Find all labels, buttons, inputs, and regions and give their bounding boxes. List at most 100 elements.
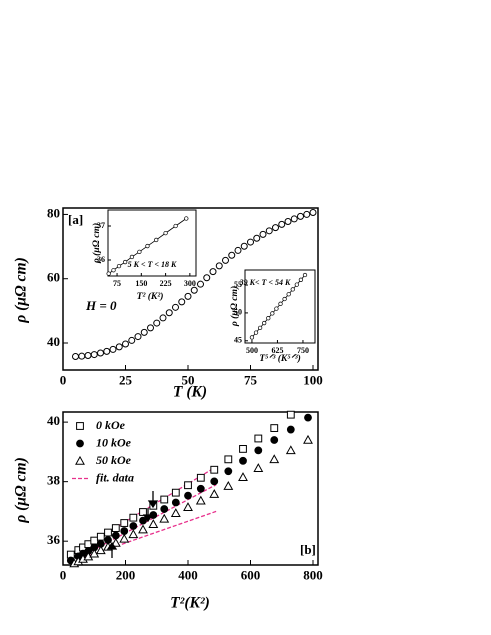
data-point xyxy=(253,463,264,473)
data-point xyxy=(228,251,236,259)
data-point xyxy=(239,456,247,465)
data-point xyxy=(222,256,229,264)
x-tick-label: 50 xyxy=(182,373,195,388)
y-tick-label: 36 xyxy=(47,532,61,547)
data-point xyxy=(89,548,100,558)
data-point xyxy=(163,230,168,236)
data-point xyxy=(238,472,248,481)
y-tick-label: 60 xyxy=(47,270,60,285)
data-point xyxy=(270,311,275,316)
x-tick-label: 750 xyxy=(297,346,309,355)
x-tick-label: 100 xyxy=(303,373,323,388)
data-point xyxy=(284,218,292,225)
x-tick-label: 225 xyxy=(160,279,172,288)
data-point xyxy=(254,434,263,443)
data-point xyxy=(97,349,104,357)
y-axis-label: ρ (μΩ cm) xyxy=(229,286,240,327)
data-point xyxy=(259,230,267,238)
data-point xyxy=(247,238,254,246)
data-point xyxy=(159,513,170,523)
annotation: 39 K< T < 54 K xyxy=(239,278,291,287)
data-point xyxy=(269,454,280,464)
annotation: H = 0 xyxy=(85,298,117,313)
data-point xyxy=(78,352,86,360)
x-tick-label: 625 xyxy=(271,346,283,355)
data-point xyxy=(239,445,247,453)
data-point xyxy=(171,498,180,507)
data-point xyxy=(270,424,279,432)
data-point xyxy=(160,495,169,504)
data-point xyxy=(224,467,233,476)
data-point xyxy=(139,516,147,525)
annotation: 5 K < T < 18 K xyxy=(128,260,177,269)
data-point xyxy=(270,436,279,444)
data-point xyxy=(266,316,271,321)
data-point xyxy=(274,306,279,311)
data-point xyxy=(120,519,129,527)
data-point xyxy=(109,345,117,353)
x-tick-label: 300 xyxy=(184,279,196,288)
axes-frame xyxy=(62,207,319,371)
data-point xyxy=(173,223,178,229)
data-point xyxy=(137,249,142,254)
axes-frame xyxy=(244,269,316,344)
axes-frame xyxy=(107,209,197,277)
data-point xyxy=(286,292,291,297)
data-point xyxy=(95,545,106,555)
x-tick-label: 25 xyxy=(119,373,133,388)
data-point xyxy=(203,274,211,282)
data-point xyxy=(129,513,138,522)
data-point xyxy=(153,319,161,327)
y-tick-label: 38 xyxy=(47,473,61,488)
data-point xyxy=(309,209,317,216)
data-point xyxy=(104,528,112,537)
x-tick-label: 200 xyxy=(116,568,136,583)
data-point xyxy=(183,502,193,512)
x-tick-label: 75 xyxy=(244,373,258,388)
arrows xyxy=(106,491,159,558)
data-point xyxy=(303,434,313,444)
data-point xyxy=(120,527,129,535)
data-point xyxy=(282,296,287,302)
data-point xyxy=(278,220,286,228)
data-point xyxy=(262,320,267,326)
data-point xyxy=(106,271,111,276)
data-point xyxy=(140,328,148,336)
y-tick-label: 40 xyxy=(47,413,60,428)
y-tick-label: 80 xyxy=(47,205,60,220)
legend-label: 0 kOe xyxy=(96,418,126,432)
data-point xyxy=(138,524,148,534)
x-tick-label: 600 xyxy=(241,568,261,583)
legend-marker xyxy=(75,455,85,465)
data-point xyxy=(154,237,159,243)
y-tick-label: 36 xyxy=(97,255,105,264)
data-point xyxy=(171,488,180,497)
data-point xyxy=(170,508,181,517)
y-tick-label: 37 xyxy=(97,221,105,230)
data-point xyxy=(139,508,147,516)
data-point xyxy=(178,298,186,306)
data-point xyxy=(90,351,98,359)
data-point xyxy=(272,224,279,232)
data-point xyxy=(224,455,233,464)
x-tick-label: 800 xyxy=(303,568,323,583)
y-axis-label: ρ (μΩ cm) xyxy=(13,457,30,524)
data-point xyxy=(159,314,167,322)
data-point xyxy=(122,340,129,348)
x-axis-label: T² (K²) xyxy=(137,291,164,302)
data-point xyxy=(285,445,296,455)
data-point xyxy=(147,324,154,332)
legend-marker xyxy=(76,439,84,448)
data-point xyxy=(196,484,205,493)
x-axis-label: T²(K²) xyxy=(170,595,210,612)
data-point xyxy=(119,533,130,543)
legend-label: fit. data xyxy=(96,470,134,484)
data-point xyxy=(303,210,311,218)
axes-frame xyxy=(62,411,319,566)
legend-label: 50 kOe xyxy=(96,453,132,467)
data-point xyxy=(302,272,308,278)
x-tick-label: 0 xyxy=(60,568,67,583)
data-point xyxy=(128,336,136,344)
data-point xyxy=(278,301,283,306)
